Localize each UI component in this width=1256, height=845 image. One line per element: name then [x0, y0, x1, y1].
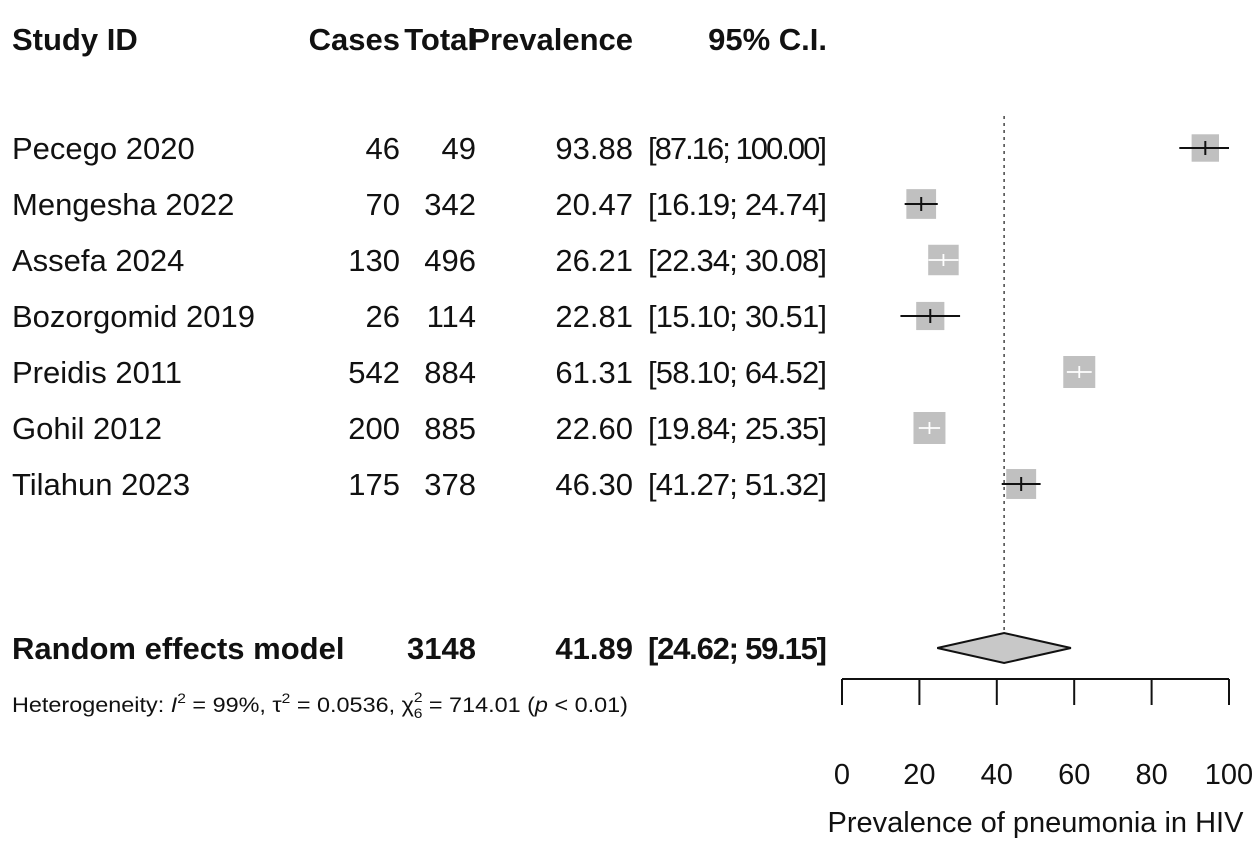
study-prevalence: 46.30 [555, 467, 633, 502]
plot-area [900, 116, 1229, 665]
study-cases: 26 [366, 299, 400, 334]
pooled-ci: [24.62; 59.15] [648, 631, 827, 666]
pooled-prevalence: 41.89 [555, 631, 633, 666]
study-prevalence: 22.60 [555, 411, 633, 446]
study-cases: 542 [348, 355, 400, 390]
study-ci: [19.84; 25.35] [648, 411, 827, 446]
study-prevalence: 26.21 [555, 243, 633, 278]
study-prevalence: 93.88 [555, 131, 633, 166]
study-row: Gohil 2012 200 885 22.60 [19.84; 25.35] [12, 411, 827, 446]
axis-tick-label: 80 [1135, 759, 1167, 791]
x-axis: 0 20 40 60 80 100 Prevalence of pneumonia in H… [828, 678, 1253, 839]
study-ci: [41.27; 51.32] [648, 467, 827, 502]
study-total: 885 [424, 411, 476, 446]
axis-tick-label: 0 [834, 759, 850, 791]
study-name: Tilahun 2023 [12, 467, 190, 502]
axis-tick-label: 20 [903, 759, 935, 791]
x-axis-label: Prevalence of pneumonia in HIV [828, 807, 1245, 839]
study-total: 496 [424, 243, 476, 278]
study-total: 378 [424, 467, 476, 502]
header-total: Total [404, 22, 476, 57]
study-name: Bozorgomid 2019 [12, 299, 255, 334]
study-ci: [87.16; 100.00] [648, 131, 827, 166]
study-cases: 70 [366, 187, 400, 222]
study-name: Mengesha 2022 [12, 187, 234, 222]
study-total: 49 [442, 131, 476, 166]
study-total: 114 [427, 299, 476, 334]
header-prevalence: Prevalence [469, 22, 633, 57]
study-total: 342 [424, 187, 476, 222]
study-row: Tilahun 2023 175 378 46.30 [41.27; 51.32] [12, 467, 827, 502]
study-total: 884 [424, 355, 476, 390]
study-name: Gohil 2012 [12, 411, 162, 446]
study-rows: Pecego 2020 46 49 93.88 [87.16; 100.00] Menge… [12, 131, 827, 502]
study-prevalence: 22.81 [555, 299, 633, 334]
pooled-row: Random effects model 3148 41.89 [24.62; 59.… [12, 631, 827, 666]
study-row: Bozorgomid 2019 26 114 22.81 [15.10; 30.51] [12, 299, 827, 334]
study-ci: [58.10; 64.52] [648, 355, 827, 390]
pooled-name: Random effects model [12, 631, 344, 666]
pooled-diamond [937, 631, 1072, 665]
study-cases: 46 [366, 131, 400, 166]
study-ci: [22.34; 30.08] [648, 243, 827, 278]
study-name: Assefa 2024 [12, 243, 184, 278]
axis-tick-label: 60 [1058, 759, 1090, 791]
heterogeneity-text: Heterogeneity: I2 = 99%, τ2 = 0.0536, χ2… [12, 689, 628, 721]
study-name: Pecego 2020 [12, 131, 195, 166]
study-ci: [16.19; 24.74] [648, 187, 827, 222]
study-row: Pecego 2020 46 49 93.88 [87.16; 100.00] [12, 131, 827, 166]
study-row: Assefa 2024 130 496 26.21 [22.34; 30.08] [12, 243, 827, 278]
column-headers: Study ID Cases Total Prevalence 95% C.I. [12, 22, 827, 57]
header-ci: 95% C.I. [708, 22, 827, 57]
header-cases: Cases [309, 22, 400, 57]
axis-tick-label: 40 [981, 759, 1013, 791]
study-cases: 200 [348, 411, 400, 446]
study-cases: 130 [348, 243, 400, 278]
study-prevalence: 20.47 [555, 187, 633, 222]
study-row: Mengesha 2022 70 342 20.47 [16.19; 24.74] [12, 187, 827, 222]
pooled-total: 3148 [407, 631, 476, 666]
study-ci: [15.10; 30.51] [648, 299, 827, 334]
study-row: Preidis 2011 542 884 61.31 [58.10; 64.52] [12, 355, 827, 390]
study-name: Preidis 2011 [12, 355, 182, 390]
header-study-id: Study ID [12, 22, 138, 57]
study-prevalence: 61.31 [555, 355, 633, 390]
study-cases: 175 [348, 467, 400, 502]
axis-tick-label: 100 [1205, 759, 1253, 791]
